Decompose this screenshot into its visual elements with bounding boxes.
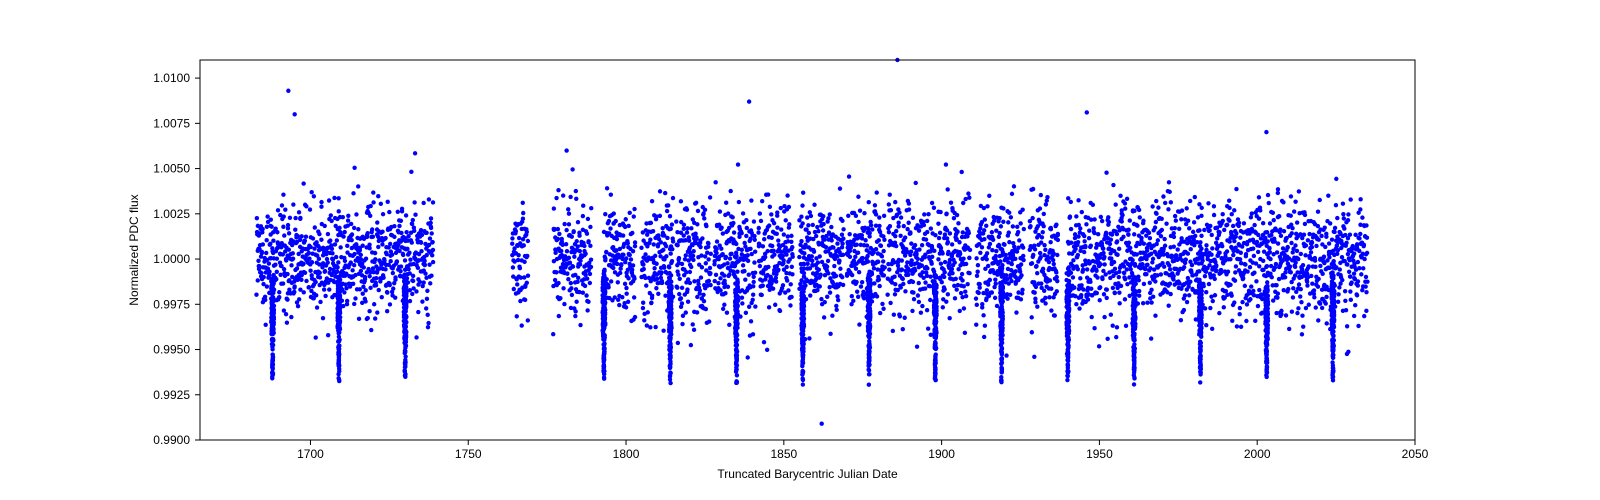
lightcurve-chart: 1700 1750 1800 1850 1900 1950 2000 2050 0.9900 0.…: [0, 0, 1600, 500]
y-tick-label: 1.0000: [153, 252, 190, 266]
chart-svg: 1700 1750 1800 1850 1900 1950 2000 2050 0.9900 0.…: [0, 0, 1600, 500]
x-tick-label: 1900: [928, 447, 955, 461]
y-tick-label: 0.9925: [153, 388, 190, 402]
y-tick-label: 1.0100: [153, 71, 190, 85]
x-tick-label: 2000: [1244, 447, 1271, 461]
x-tick-label: 1950: [1086, 447, 1113, 461]
x-tick-label: 1700: [297, 447, 324, 461]
y-tick-label: 0.9975: [153, 297, 190, 311]
y-tick-label: 0.9950: [153, 343, 190, 357]
y-tick-label: 1.0025: [153, 207, 190, 221]
y-axis-label: Normalized PDC flux: [127, 194, 141, 305]
x-tick-label: 2050: [1402, 447, 1429, 461]
x-tick-label: 1850: [770, 447, 797, 461]
y-tick-label: 1.0075: [153, 116, 190, 130]
y-tick-label: 0.9900: [153, 433, 190, 447]
x-axis-label: Truncated Barycentric Julian Date: [717, 467, 898, 481]
y-tick-label: 1.0050: [153, 162, 190, 176]
x-tick-label: 1750: [455, 447, 482, 461]
x-tick-label: 1800: [613, 447, 640, 461]
